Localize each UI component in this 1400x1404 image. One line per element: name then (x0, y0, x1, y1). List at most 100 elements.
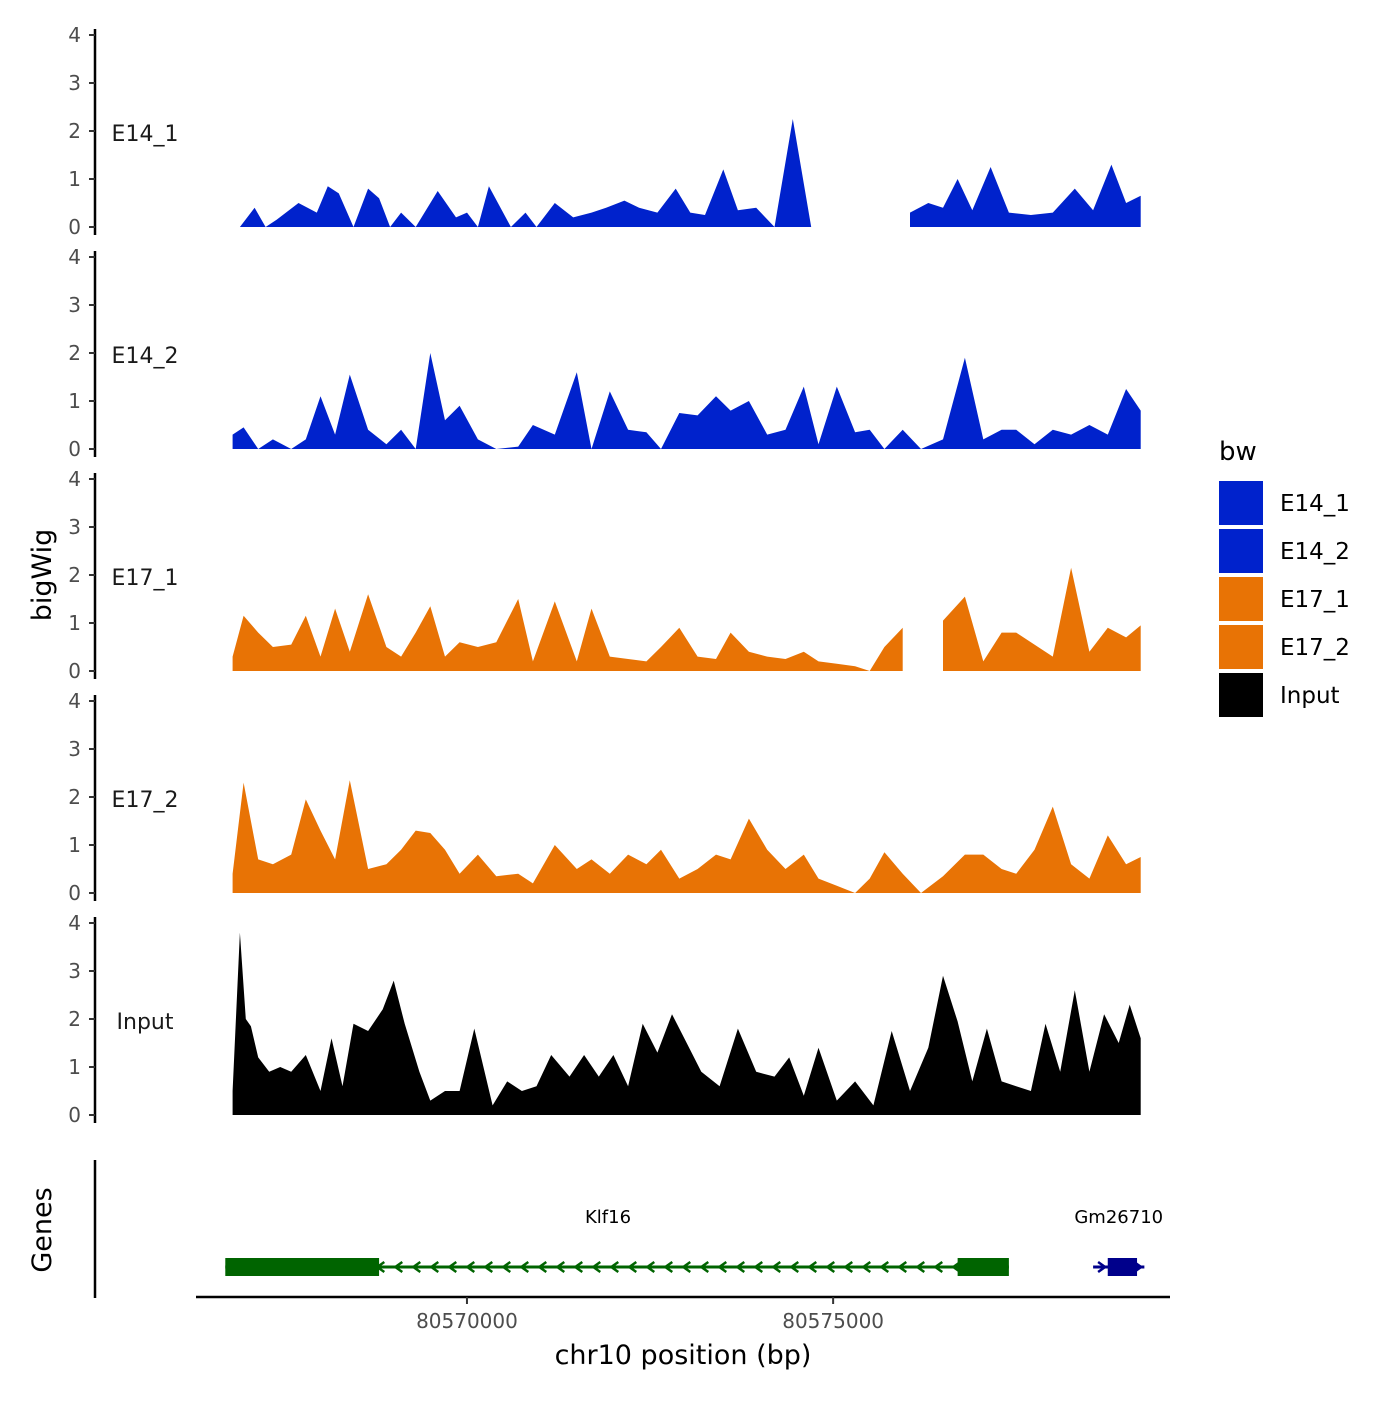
strand-chevron (483, 1260, 494, 1274)
strand-chevron (699, 1260, 710, 1274)
track-e17-2: 0 1 2 3 4 E17_2 (68, 689, 1141, 905)
gene-exon (957, 1258, 1009, 1276)
legend-swatch (1219, 577, 1263, 621)
strand-chevron (807, 1260, 818, 1274)
y-tick-label: 1 (68, 1055, 81, 1079)
y-tick-label: 0 (68, 437, 81, 461)
y-tick-label: 4 (68, 467, 81, 491)
y-tick-label: 3 (68, 737, 81, 761)
legend-item: E17_2 (1219, 625, 1350, 669)
legend-label: E17_1 (1280, 587, 1350, 613)
y-tick-label: 4 (68, 689, 81, 713)
x-tick-label: 80575000 (782, 1309, 884, 1333)
strand-chevron (681, 1260, 692, 1274)
strand-chevron (465, 1260, 476, 1274)
strand-chevron (843, 1260, 854, 1274)
legend-swatch (1219, 529, 1263, 573)
strand-chevron (645, 1260, 656, 1274)
genes-track: Klf16 Gm26710 (93, 1160, 1163, 1298)
track-e14-2: 0 1 2 3 4 E14_2 (68, 245, 1141, 461)
legend-item: E14_2 (1219, 529, 1350, 573)
track-input: 0 1 2 3 4 Input (68, 911, 1141, 1127)
y-tick-label: 0 (68, 659, 81, 683)
legend-item: Input (1219, 673, 1340, 717)
legend-label: E17_2 (1280, 635, 1350, 661)
y-tick-label: 2 (68, 563, 81, 587)
y-tick-label: 1 (68, 611, 81, 635)
strand-chevron (501, 1260, 512, 1274)
strand-chevron (663, 1260, 674, 1274)
strand-chevron (609, 1260, 620, 1274)
strand-chevron (933, 1260, 944, 1274)
strand-chevron (861, 1260, 872, 1274)
gene-label: Gm26710 (1074, 1207, 1163, 1228)
genes-track-label: Genes (27, 1187, 58, 1272)
legend-swatch (1219, 673, 1263, 717)
legend-item: E14_1 (1219, 481, 1350, 525)
track-label: Input (117, 1010, 174, 1035)
strand-chevron (573, 1260, 584, 1274)
strand-chevron (393, 1260, 404, 1274)
strand-chevron (519, 1260, 530, 1274)
coverage-area (232, 353, 1141, 449)
legend-item: E17_1 (1219, 577, 1350, 621)
x-tick-label: 80570000 (416, 1309, 518, 1333)
coverage-area (910, 164, 1141, 227)
y-tick-label: 2 (68, 341, 81, 365)
strand-chevron (879, 1260, 890, 1274)
y-tick-label: 2 (68, 785, 81, 809)
track-e14-1: 0 1 2 3 4 E14_1 (68, 23, 1141, 239)
x-axis-title: chr10 position (bp) (555, 1340, 812, 1371)
coverage-tracks: 0 1 2 3 4 E14_1 0 1 2 3 4 E14_2 0 1 2 3 4 E17_1 0 1 2 3 4 E17_2… (68, 23, 1141, 1127)
x-axis: 80570000 80575000 (196, 1295, 1170, 1333)
track-label: E14_1 (112, 122, 179, 147)
y-tick-label: 3 (68, 293, 81, 317)
track-label: E17_2 (112, 788, 179, 813)
track-label: E17_1 (112, 566, 179, 591)
strand-chevron (735, 1260, 746, 1274)
track-label: E14_2 (112, 344, 179, 369)
gene-exon (1107, 1258, 1138, 1276)
gene-klf16: Klf16 (225, 1207, 1009, 1276)
strand-chevron (447, 1260, 458, 1274)
y-tick-label: 3 (68, 515, 81, 539)
y-tick-label: 3 (68, 959, 81, 983)
legend: E14_1 E14_2 E17_1 E17_2 Input (1219, 481, 1350, 717)
legend-swatch (1219, 481, 1263, 525)
strand-chevron (789, 1260, 800, 1274)
y-tick-label: 1 (68, 167, 81, 191)
y-tick-label: 2 (68, 119, 81, 143)
gene-gm26710: Gm26710 (1074, 1207, 1163, 1276)
y-tick-label: 4 (68, 911, 81, 935)
legend-title: bw (1219, 437, 1257, 467)
gene-label: Klf16 (585, 1207, 631, 1228)
y-tick-label: 4 (68, 245, 81, 269)
coverage-area (239, 119, 856, 227)
coverage-area (232, 780, 1141, 893)
strand-chevron (915, 1260, 926, 1274)
y-tick-label: 1 (68, 389, 81, 413)
y-tick-label: 2 (68, 1007, 81, 1031)
strand-chevron (429, 1260, 440, 1274)
strand-chevron (591, 1260, 602, 1274)
legend-label: Input (1280, 683, 1340, 709)
coverage-area (943, 567, 1141, 671)
legend-label: E14_1 (1280, 491, 1350, 517)
coverage-area (232, 594, 903, 671)
strand-chevron (555, 1260, 566, 1274)
y-tick-label: 3 (68, 71, 81, 95)
strand-chevron (411, 1260, 422, 1274)
coverage-area (232, 932, 1141, 1115)
legend-swatch (1219, 625, 1263, 669)
y-tick-label: 4 (68, 23, 81, 47)
strand-chevron (717, 1260, 728, 1274)
y-axis-title: bigWig (27, 529, 58, 622)
y-tick-label: 0 (68, 881, 81, 905)
y-tick-label: 1 (68, 833, 81, 857)
strand-chevron (1097, 1260, 1108, 1274)
y-tick-label: 0 (68, 1103, 81, 1127)
strand-chevron (537, 1260, 548, 1274)
track-e17-1: 0 1 2 3 4 E17_1 (68, 467, 1141, 683)
